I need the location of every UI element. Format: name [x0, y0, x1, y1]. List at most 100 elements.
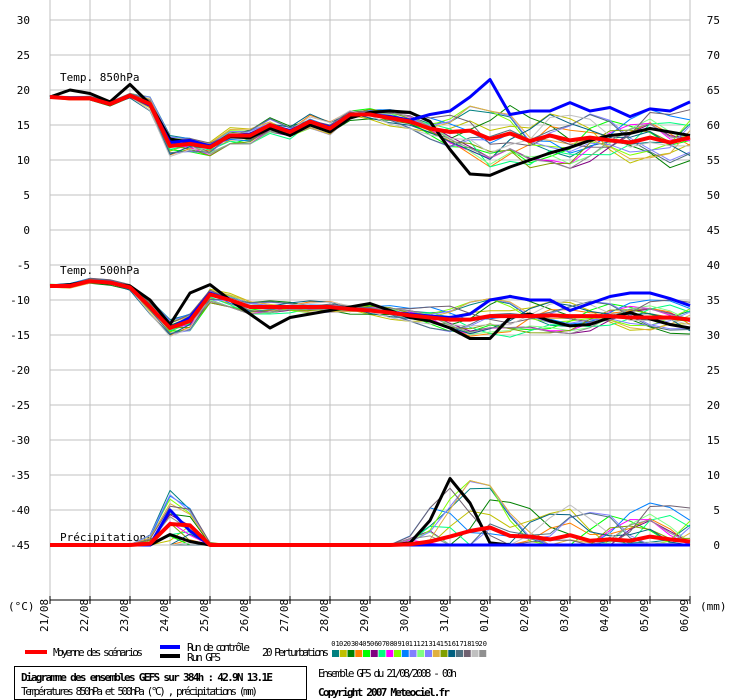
- perturbation-id: 16: [448, 640, 456, 648]
- perturbation-id: 05: [362, 640, 370, 648]
- perturbation-id: 03: [347, 640, 355, 648]
- x-tick-label: 31/08: [438, 599, 451, 632]
- legend-mean-swatch: [25, 650, 47, 654]
- legend-pert-label: 20 Perturbations: [262, 646, 329, 659]
- perturbation-id: 17: [455, 640, 463, 648]
- chart-subtitle: Températures 850hPa et 500hPa (°C) , pré…: [21, 685, 258, 698]
- perturbation-id: 06: [370, 640, 378, 648]
- x-tick-label: 30/08: [398, 599, 411, 632]
- legend-control-swatch: [160, 645, 180, 649]
- x-tick-label: 02/09: [518, 599, 531, 632]
- series: [49, 78, 691, 547]
- perturbation-id: 20: [479, 640, 487, 648]
- legend-gfs-swatch: [160, 654, 180, 658]
- perturbation-swatch-10: [401, 650, 409, 657]
- right-tick-label: 65: [707, 84, 720, 97]
- x-tick-label: 05/09: [638, 599, 651, 632]
- left-tick-label: 0: [23, 224, 30, 237]
- right-tick-label: 45: [707, 224, 720, 237]
- x-tick-label: 23/08: [118, 599, 131, 632]
- x-tick-label: 04/09: [598, 599, 611, 632]
- t850-mean-line: [49, 93, 691, 150]
- perturbation-swatch-03: [347, 650, 355, 657]
- copyright: Copyright 2007 Meteociel.fr: [318, 686, 450, 699]
- perturbation-id: 09: [393, 640, 401, 648]
- left-tick-label: -20: [10, 364, 30, 377]
- perturbation-swatch-18: [463, 650, 471, 657]
- x-axis-ticks: 21/08 22/08 23/08 24/08 25/08 26/08 27/08 28/08…: [38, 599, 691, 632]
- left-unit: (°C): [8, 600, 35, 613]
- perturbation-swatch-11: [409, 650, 417, 657]
- x-tick-label: 22/08: [78, 599, 91, 632]
- x-tick-label: 28/08: [318, 599, 331, 632]
- left-tick-label: -35: [10, 469, 30, 482]
- perturbation-swatch-17: [456, 650, 463, 657]
- perturbation-id: 08: [386, 640, 394, 648]
- left-tick-label: -45: [10, 539, 30, 552]
- perturbation-id: 01: [331, 640, 339, 648]
- right-tick-label: 10: [707, 469, 720, 482]
- right-tick-label: 15: [707, 434, 720, 447]
- left-tick-label: 15: [17, 119, 30, 132]
- right-tick-label: 70: [707, 49, 720, 62]
- panel-label-precip: Précipitations: [60, 531, 153, 544]
- perturbation-id: 07: [378, 640, 386, 648]
- left-tick-label: 10: [17, 154, 30, 167]
- x-tick-label: 26/08: [238, 599, 251, 632]
- x-tick-label: 27/08: [278, 599, 291, 632]
- x-tick-label: 06/09: [678, 599, 691, 632]
- x-tick-label: 01/09: [478, 599, 491, 632]
- perturbation-swatch-06: [370, 650, 378, 657]
- right-tick-label: 60: [707, 119, 720, 132]
- left-tick-label: 30: [17, 14, 30, 27]
- perturbation-id: 14: [432, 640, 440, 648]
- right-tick-label: 35: [707, 294, 720, 307]
- perturbation-swatch-02: [339, 650, 347, 657]
- perturbation-id: 04: [355, 640, 363, 648]
- perturbation-swatch-05: [363, 650, 370, 657]
- t500-gfs-line: [49, 279, 691, 340]
- left-tick-label: -25: [10, 399, 30, 412]
- x-tick-label: 21/08: [38, 599, 51, 632]
- perturbation-id: 13: [424, 640, 432, 648]
- x-tick-label: 25/08: [198, 599, 211, 632]
- perturbation-swatch-15: [440, 650, 448, 657]
- legend-control-label: Run de contrôle: [187, 641, 250, 654]
- run-info: Ensemble GFS du 21/08/2008 - 00h: [318, 667, 457, 680]
- left-tick-label: -40: [10, 504, 30, 517]
- perturbation-swatch-09: [394, 650, 401, 657]
- left-tick-label: 25: [17, 49, 30, 62]
- right-unit: (mm): [700, 600, 727, 613]
- x-tick-label: 24/08: [158, 599, 171, 632]
- perturbation-swatch-08: [386, 650, 394, 657]
- perturbation-id: 19: [471, 640, 479, 648]
- right-tick-label: 55: [707, 154, 720, 167]
- left-tick-label: 5: [23, 189, 30, 202]
- perturbation-swatch-13: [425, 650, 432, 657]
- perturbation-id: 15: [440, 640, 448, 648]
- perturbation-swatch-01: [332, 650, 339, 657]
- perturbation-id: 12: [417, 640, 425, 648]
- right-tick-label: 75: [707, 14, 720, 27]
- right-tick-label: 25: [707, 364, 720, 377]
- t500-mean-line: [50, 279, 691, 330]
- left-tick-label: -30: [10, 434, 30, 447]
- chart-title: Diagramme des ensembles GEFS sur 384h : …: [21, 671, 273, 684]
- perturbation-id: 18: [463, 640, 471, 648]
- legend-gfs-label: Run GFS: [187, 651, 221, 664]
- legend-mean-label: Moyenne des scénarios: [53, 646, 143, 659]
- legend: Moyenne des scénarios Run de contrôle Ru…: [25, 640, 487, 664]
- right-tick-label: 5: [713, 504, 720, 517]
- x-tick-label: 03/09: [558, 599, 571, 632]
- perturbation-id: 02: [339, 640, 347, 648]
- perturbation-swatch-16: [448, 650, 456, 657]
- panel-label-500: Temp. 500hPa: [60, 264, 139, 277]
- right-tick-label: 50: [707, 189, 720, 202]
- right-tick-label: 30: [707, 329, 720, 342]
- perturbation-swatch-14: [432, 650, 440, 657]
- left-tick-label: 20: [17, 84, 30, 97]
- perturbation-swatch-04: [355, 650, 363, 657]
- right-tick-label: 20: [707, 399, 720, 412]
